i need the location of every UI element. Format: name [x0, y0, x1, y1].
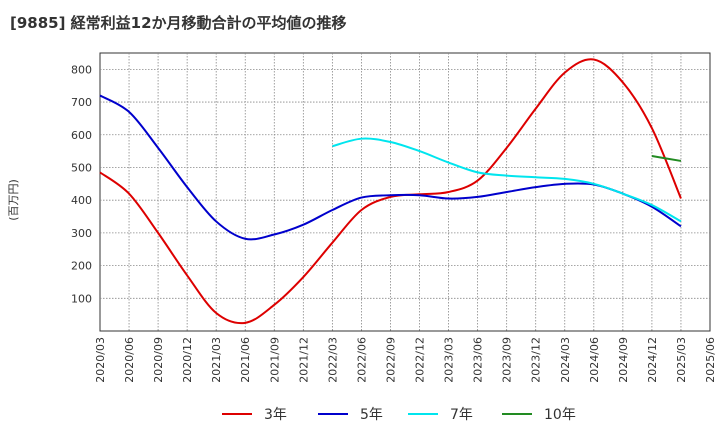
x-tick-label: 2021/03: [210, 337, 223, 383]
y-tick-label: 800: [71, 63, 92, 76]
y-tick-label: 700: [71, 96, 92, 109]
x-tick-label: 2020/09: [152, 337, 165, 383]
legend-label-1: 3年: [264, 407, 287, 423]
y-tick-label: 300: [71, 227, 92, 240]
legend-label-2: 5年: [360, 407, 383, 423]
grid-lines: [100, 53, 710, 331]
plot-area: [99, 52, 711, 332]
x-tick-label: 2022/09: [384, 337, 397, 383]
series-lines: [99, 58, 682, 325]
x-tick-label: 2020/06: [123, 337, 136, 383]
y-tick-label: 400: [71, 194, 92, 207]
series-line-3: [332, 137, 682, 223]
x-tick-label: 2021/06: [239, 337, 252, 383]
x-tick-label: 2023/06: [472, 337, 485, 383]
x-tick-label: 2025/03: [675, 337, 688, 383]
series-line-1: [99, 58, 682, 325]
x-tick-label: 2023/12: [530, 337, 543, 383]
series-line-2: [99, 94, 682, 241]
legend-label-4: 10年: [544, 407, 576, 423]
y-tick-label: 200: [71, 260, 92, 273]
x-tick-label: 2020/12: [181, 337, 194, 383]
x-tick-label: 2022/03: [326, 337, 339, 383]
chart-title: [9885] 経常利益12か月移動合計の平均値の推移: [10, 14, 347, 32]
x-tick-label: 2023/03: [443, 337, 456, 383]
legend-label-3: 7年: [450, 407, 473, 423]
y-tick-label: 500: [71, 161, 92, 174]
y-axis-label: (百万円): [7, 179, 20, 221]
x-tick-label: 2021/09: [268, 337, 281, 383]
x-tick-label: 2023/09: [501, 337, 514, 383]
x-tick-label: 2024/12: [646, 337, 659, 383]
legend: 3年 5年 7年 10年: [222, 407, 576, 423]
x-tick-label: 2021/12: [297, 337, 310, 383]
x-tick-label: 2022/12: [414, 337, 427, 383]
y-tick-label: 600: [71, 129, 92, 142]
series-line-4: [651, 155, 682, 162]
x-tick-label: 2020/03: [94, 337, 107, 383]
x-tick-labels: 2020/03 2020/06 2020/09 2020/12 2021/03 2021/…: [94, 337, 717, 383]
x-tick-label: 2024/06: [588, 337, 601, 383]
x-tick-label: 2022/06: [355, 337, 368, 383]
x-tick-label: 2024/09: [617, 337, 630, 383]
x-tick-label: 2025/06: [704, 337, 717, 383]
x-tick-label: 2024/03: [559, 337, 572, 383]
y-tick-label: 100: [71, 292, 92, 305]
y-tick-labels: 100 200 300 400 500 600 700 800: [71, 63, 92, 305]
